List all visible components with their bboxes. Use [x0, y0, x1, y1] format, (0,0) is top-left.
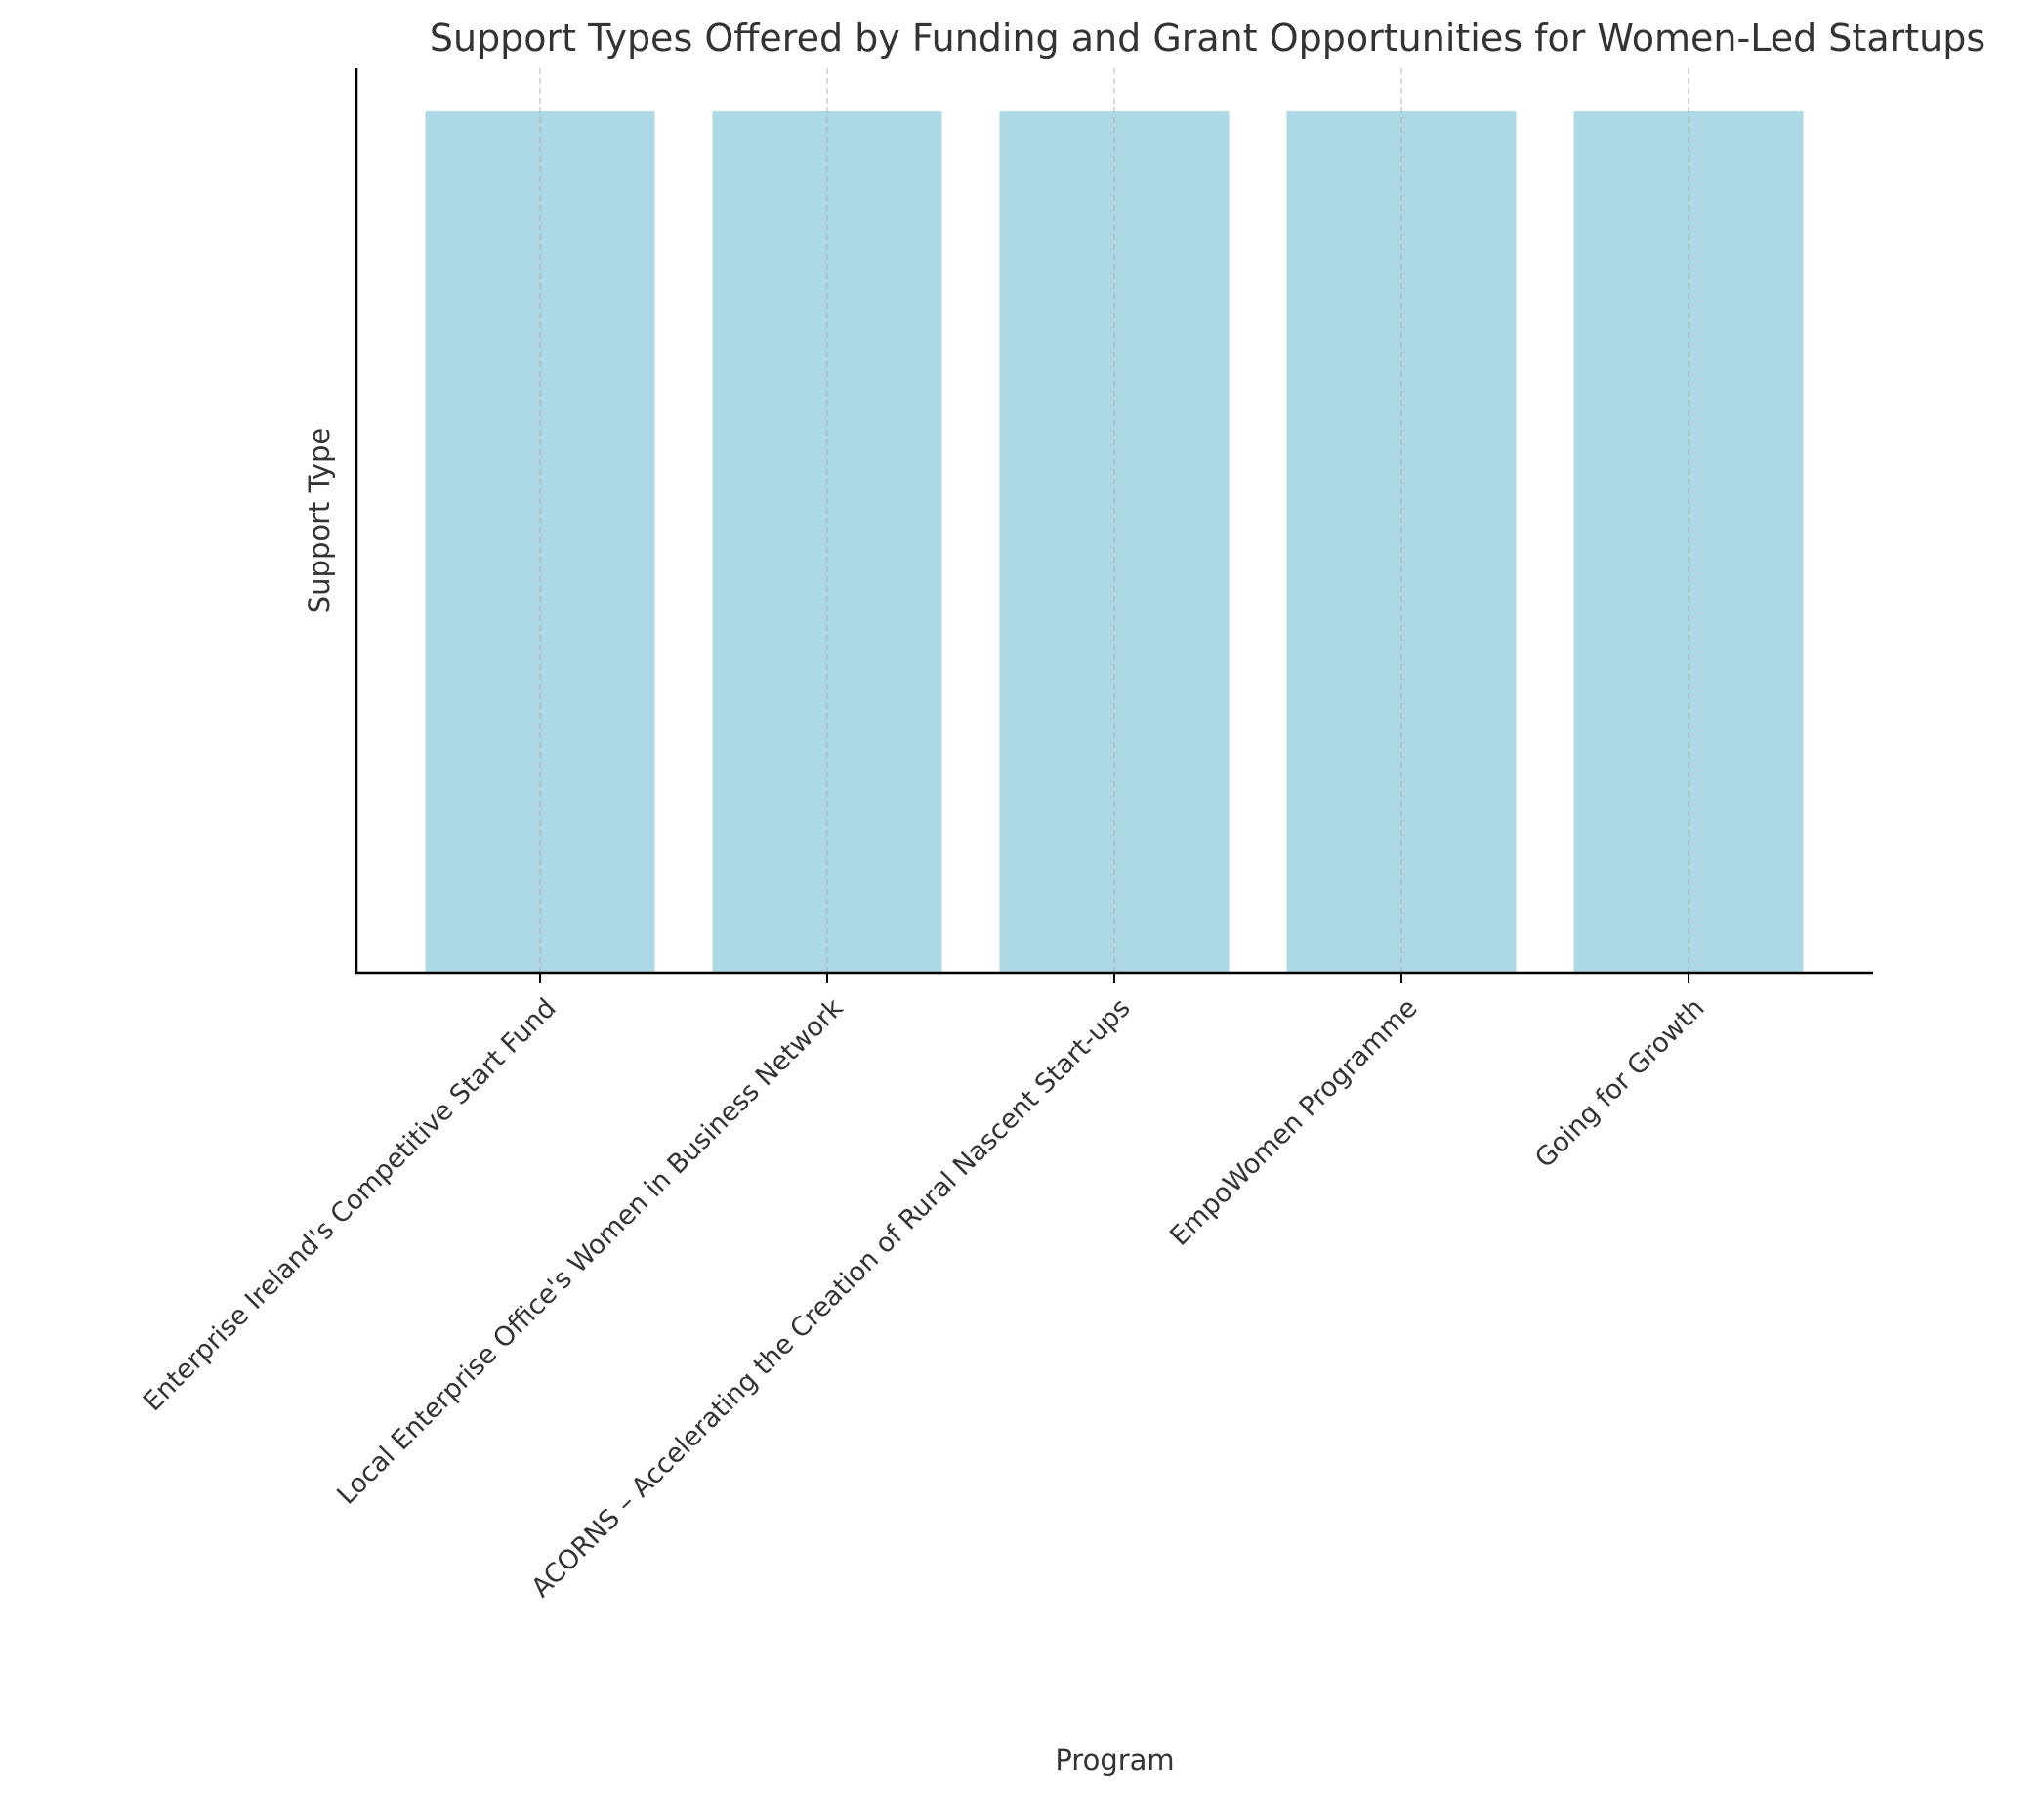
x-tick-label: Local Enterprise Office's Women in Busin…: [331, 992, 849, 1510]
x-axis-label: Program: [1055, 1743, 1174, 1777]
grid-layer: [539, 68, 1689, 973]
x-tick-label: Going for Growth: [1529, 993, 1710, 1174]
x-tick-label: EmpoWomen Programme: [1164, 993, 1423, 1252]
y-axis-label: Support Type: [303, 428, 336, 613]
x-ticks-layer: Enterprise Ireland's Competitive Start F…: [138, 973, 1711, 1604]
x-tick-label: ACORNS – Accelerating the Creation of Ru…: [525, 993, 1136, 1604]
chart-title: Support Types Offered by Funding and Gra…: [430, 17, 1985, 60]
